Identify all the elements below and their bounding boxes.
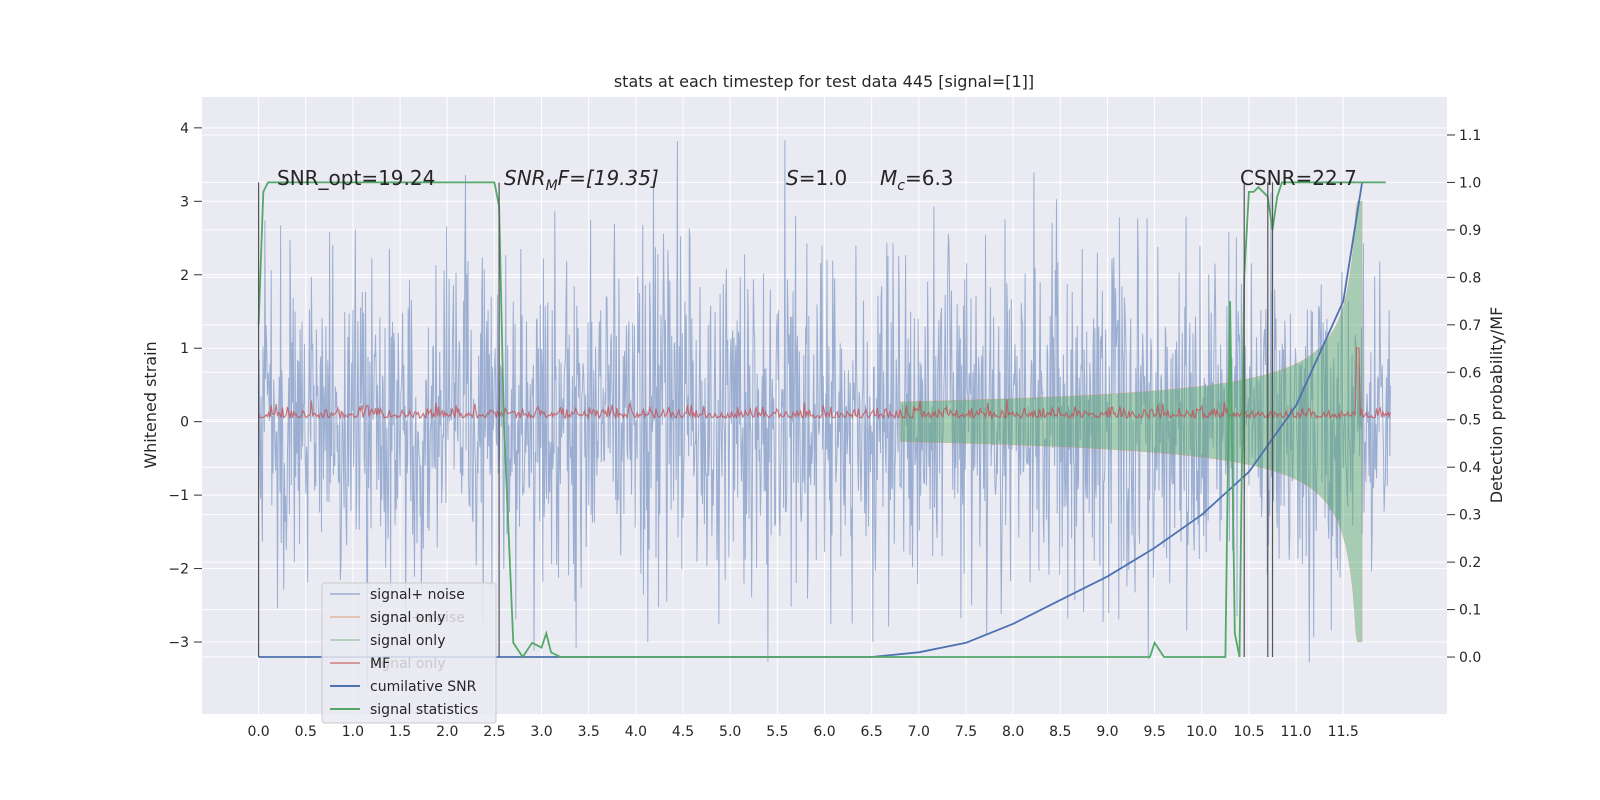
y2-tick-label: 1.1 xyxy=(1459,128,1481,144)
y-tick-label: 4 xyxy=(180,121,189,137)
annotation-s: S=1.0 xyxy=(786,166,847,190)
marker-lines xyxy=(257,182,1274,658)
x-tick-label: 8.5 xyxy=(1049,724,1071,740)
legend-label: signal only xyxy=(370,610,445,626)
s-symbol: S xyxy=(786,166,799,190)
annotation-csnr: CSNR=22.7 xyxy=(1240,166,1357,190)
x-tick-label: 9.0 xyxy=(1096,724,1118,740)
x-tick-label: 11.5 xyxy=(1328,724,1359,740)
legend-box xyxy=(321,582,497,724)
y2-tick-label: 0.6 xyxy=(1459,365,1481,381)
mc-value: =6.3 xyxy=(905,166,954,190)
x-tick-label: 3.5 xyxy=(578,724,600,740)
x-tick-label: 7.0 xyxy=(908,724,930,740)
y2-tick-label: 0.3 xyxy=(1459,508,1481,524)
y2-tick-label: 0.5 xyxy=(1459,413,1481,429)
y2-tick-label: 0.0 xyxy=(1459,650,1481,666)
series-signal-noise xyxy=(258,140,1391,687)
series-cumulative-snr xyxy=(258,182,1363,658)
x-tick-label: 5.0 xyxy=(719,724,741,740)
series-mf xyxy=(258,347,1391,421)
mc-sub: c xyxy=(897,178,905,194)
x-tick-labels: 0.0 0.5 1.0 1.5 2.0 2.5 3.0 3.5 4.0 4.5 5.0 5.5 6.0 6… xyxy=(247,724,1358,740)
y-tick-labels: 4 3 2 1 0 −1 −2 −3 xyxy=(168,121,202,651)
x-tick-label: 7.5 xyxy=(955,724,977,740)
series-signal-statistics xyxy=(257,181,1386,659)
x-tick-label: 5.5 xyxy=(766,724,788,740)
legend-hidden-text-1: signal+ noise xyxy=(370,610,465,626)
y2-tick-label: 1.0 xyxy=(1459,175,1481,191)
y2-tick-label: 0.7 xyxy=(1459,318,1481,334)
x-tick-label: 9.5 xyxy=(1143,724,1165,740)
y-tick-label: 3 xyxy=(180,194,189,210)
y-tick-label: −2 xyxy=(168,562,189,578)
series-signal-only xyxy=(899,201,1363,643)
snr-mf-rest: F=[19.35] xyxy=(558,166,659,190)
x-tick-label: 8.0 xyxy=(1002,724,1024,740)
x-tick-label: 10.0 xyxy=(1186,724,1217,740)
y2-tick-label: 0.4 xyxy=(1459,460,1481,476)
y-axis-label: Whitened strain xyxy=(141,341,160,468)
y2-tick-label: 0.8 xyxy=(1459,270,1481,286)
snr-mf-sub: M xyxy=(546,178,558,194)
annotation-snr-opt: SNR_opt=19.24 xyxy=(277,166,435,190)
mc-symbol: M xyxy=(880,166,897,190)
x-tick-label: 6.5 xyxy=(861,724,883,740)
y-tick-label: 1 xyxy=(180,341,189,357)
annotation-mc: Mc=6.3 xyxy=(880,166,954,194)
legend-label: cumilative SNR xyxy=(370,679,477,695)
legend-label: signal+ noise xyxy=(370,587,465,603)
x-tick-label: 3.0 xyxy=(530,724,552,740)
y2-tick-labels: 1.1 1.0 0.9 0.8 0.7 0.6 0.5 0.4 0.3 0.2 0.1 0.0 xyxy=(1447,128,1481,666)
x-tick-label: 2.5 xyxy=(483,724,505,740)
x-tick-label: 4.0 xyxy=(625,724,647,740)
legend-label: MF xyxy=(370,656,390,672)
y-tick-label: 2 xyxy=(180,268,189,284)
y2-tick-label: 0.9 xyxy=(1459,223,1481,239)
legend-label: signal only xyxy=(370,633,445,649)
x-tick-label: 1.0 xyxy=(342,724,364,740)
x-tick-label: 11.0 xyxy=(1281,724,1312,740)
y-tick-label: −3 xyxy=(168,635,189,651)
s-value: =1.0 xyxy=(799,166,848,190)
x-tick-label: 10.5 xyxy=(1233,724,1264,740)
snr-mf-main: SNR xyxy=(504,166,546,190)
x-tick-label: 0.5 xyxy=(295,724,317,740)
x-tick-label: 2.0 xyxy=(436,724,458,740)
y2-tick-label: 0.2 xyxy=(1459,555,1481,571)
y2-tick-label: 0.1 xyxy=(1459,603,1481,619)
legend-label: signal statistics xyxy=(370,702,478,718)
x-tick-label: 0.0 xyxy=(247,724,269,740)
y-tick-label: 0 xyxy=(180,415,189,431)
series-layer xyxy=(257,140,1391,687)
x-tick-label: 4.5 xyxy=(672,724,694,740)
annotation-snr-mf: SNRMF=[19.35] xyxy=(504,166,659,194)
chart-title: stats at each timestep for test data 445… xyxy=(614,72,1034,91)
x-tick-label: 1.5 xyxy=(389,724,411,740)
x-tick-label: 6.0 xyxy=(813,724,835,740)
legend: signal+ noise signal only signal+ noises… xyxy=(321,582,497,724)
legend-hidden-text-2: signal only xyxy=(370,656,445,672)
y-tick-label: −1 xyxy=(168,488,189,504)
y2-axis-label: Detection probability/MF xyxy=(1487,307,1506,504)
